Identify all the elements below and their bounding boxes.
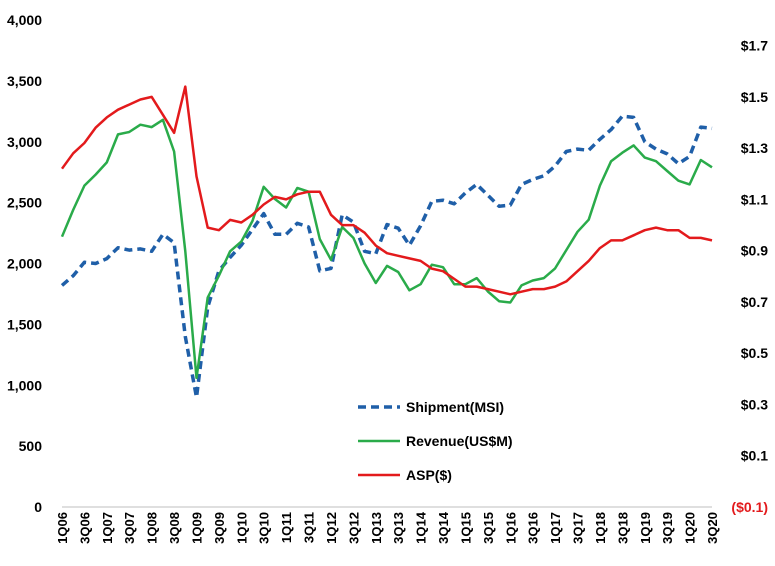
series-line-revenue-us-m [60, 118, 713, 380]
legend-label: Revenue(US$M) [406, 433, 513, 449]
y-right-tick-label: $0.7 [741, 294, 768, 310]
x-tick-label: 3Q18 [615, 512, 630, 544]
x-tick-label: 1Q16 [503, 512, 518, 544]
legend-label: ASP($) [406, 467, 452, 483]
x-tick-label: 1Q20 [683, 512, 698, 544]
y-left-tick-label: 0 [34, 499, 42, 515]
x-tick-label: 1Q19 [638, 512, 653, 544]
x-tick-label: 3Q11 [302, 512, 317, 543]
x-tick-label: 3Q14 [436, 511, 451, 544]
legend-label: Shipment(MSI) [406, 399, 504, 415]
x-tick-label: 1Q10 [234, 512, 249, 544]
x-tick-label: 1Q14 [414, 511, 429, 544]
x-tick-label: 3Q08 [167, 512, 182, 544]
y-left-tick-label: 2,500 [7, 195, 42, 211]
x-tick-label: 1Q08 [145, 512, 160, 544]
y-right-tick-label: $0.5 [741, 345, 768, 361]
x-tick-label: 1Q12 [324, 512, 339, 544]
y-left-tick-label: 500 [19, 438, 43, 454]
x-tick-label: 3Q07 [122, 512, 137, 544]
x-tick-label: 3Q13 [391, 512, 406, 544]
x-tick-label: 1Q06 [55, 512, 70, 544]
y-left-axis: 0 500 1,000 1,500 2,000 2,500 3,000 3,500 4,000 [7, 12, 42, 515]
x-tick-label: 3Q19 [660, 512, 675, 544]
y-left-tick-label: 3,500 [7, 73, 42, 89]
y-right-tick-label: $1.1 [741, 191, 768, 207]
y-right-tick-label: ($0.1) [731, 499, 768, 515]
y-left-tick-label: 2,000 [7, 256, 42, 272]
x-tick-label: 1Q07 [100, 512, 115, 544]
x-tick-label: 3Q10 [257, 512, 272, 544]
y-left-tick-label: 4,000 [7, 12, 42, 28]
x-tick-label: 3Q15 [481, 512, 496, 544]
x-tick-label: 3Q09 [212, 512, 227, 544]
series-layer [60, 85, 713, 400]
legend: Shipment(MSI) Revenue(US$M) ASP($) [358, 399, 513, 483]
y-left-tick-label: 1,000 [7, 377, 42, 393]
y-right-tick-label: $0.1 [741, 448, 768, 464]
x-tick-label: 3Q20 [705, 512, 720, 544]
x-tick-label: 1Q11 [279, 512, 294, 543]
y-right-tick-label: $0.9 [741, 243, 768, 259]
x-tick-label: 3Q06 [77, 512, 92, 544]
y-right-tick-label: $0.3 [741, 396, 768, 412]
y-right-tick-label: $1.3 [741, 140, 768, 156]
x-tick-label: 3Q16 [526, 512, 541, 544]
x-tick-label: 1Q13 [369, 512, 384, 544]
y-left-tick-label: 3,000 [7, 134, 42, 150]
y-right-tick-label: $1.7 [741, 38, 768, 54]
x-tick-label: 1Q15 [458, 512, 473, 544]
x-axis: 1Q06 3Q06 1Q07 3Q07 1Q08 3Q08 1Q09 3Q09 1Q10 3Q10… [55, 511, 720, 544]
y-left-tick-label: 1,500 [7, 316, 42, 332]
series-line-asp [60, 85, 713, 296]
series-line-shipment-msi [60, 114, 713, 400]
x-tick-label: 1Q18 [593, 512, 608, 544]
y-right-axis: ($0.1) $0.1 $0.3 $0.5 $0.7 $0.9 $1.1 $1.3 $1.5 $1… [731, 38, 768, 515]
x-tick-label: 3Q12 [346, 512, 361, 544]
x-tick-label: 1Q17 [548, 512, 563, 544]
x-tick-label: 1Q09 [189, 512, 204, 544]
y-right-tick-label: $1.5 [741, 89, 768, 105]
x-tick-label: 3Q17 [571, 512, 586, 544]
